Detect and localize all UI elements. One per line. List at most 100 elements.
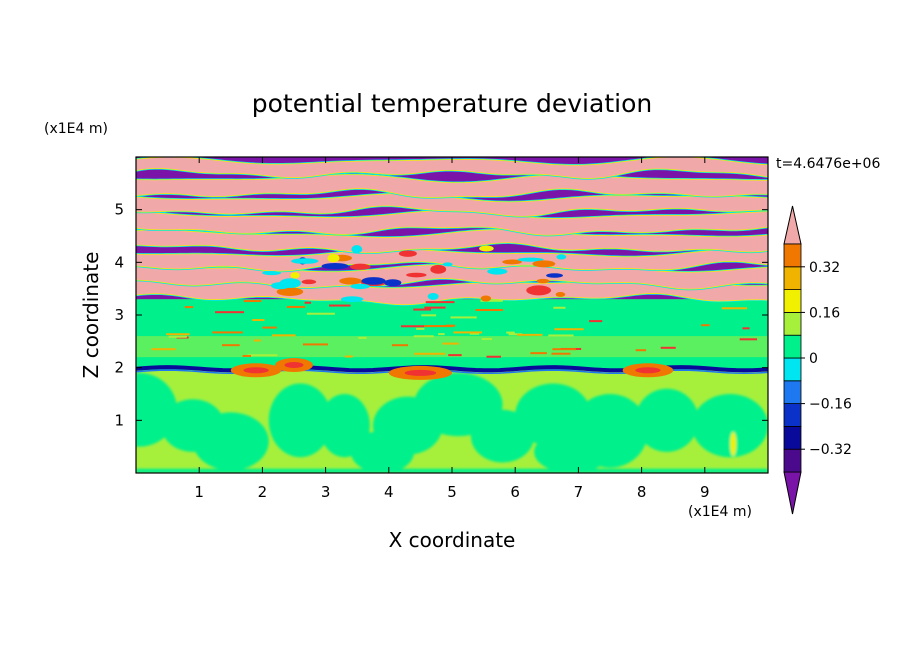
eddy <box>398 250 417 257</box>
streak <box>425 301 455 304</box>
mid-band <box>136 299 768 371</box>
streak <box>552 348 576 351</box>
eddy <box>361 277 386 285</box>
warm-band <box>136 230 768 253</box>
x-tick-label: 2 <box>258 483 268 501</box>
streak <box>166 333 190 336</box>
colorbar-label: −0.16 <box>809 397 852 413</box>
eddy <box>532 260 556 268</box>
streak <box>413 335 434 338</box>
streak <box>438 333 445 336</box>
colorbar-segment <box>783 380 802 404</box>
streak <box>530 352 547 355</box>
eddy <box>271 282 290 290</box>
streak <box>221 344 240 347</box>
streak <box>215 311 245 314</box>
streak <box>271 334 296 337</box>
eddy <box>384 279 402 287</box>
colorbar-label: 0.32 <box>809 260 840 276</box>
patch <box>730 432 737 457</box>
warm-patch <box>243 367 269 374</box>
eddy <box>442 262 453 267</box>
colorbar-label: −0.32 <box>809 442 852 458</box>
warm-band <box>136 249 768 271</box>
streak <box>448 354 462 357</box>
colorbar-label: 0 <box>809 351 818 367</box>
streak <box>506 331 515 334</box>
x-tick-label: 3 <box>321 483 331 501</box>
streak <box>329 304 351 307</box>
streak <box>302 343 328 346</box>
colorbar-segment <box>783 448 802 473</box>
x-tick-label: 6 <box>510 483 520 501</box>
x-tick-label: 1 <box>194 483 204 501</box>
eddy <box>321 262 349 270</box>
streak <box>304 301 312 304</box>
streak <box>450 316 477 319</box>
x-unit-label: (x1E4 m) <box>688 504 752 520</box>
streak <box>453 331 483 334</box>
eddy <box>427 292 439 300</box>
colorbar-over <box>783 205 802 245</box>
y-tick-label: 1 <box>114 411 124 429</box>
streak <box>306 312 335 315</box>
streak <box>475 309 504 312</box>
streak <box>486 355 501 358</box>
streak <box>660 346 676 349</box>
streak <box>358 336 367 339</box>
y-tick-label: 3 <box>114 306 124 324</box>
time-label: t=4.6476e+06 <box>776 156 880 172</box>
eddy <box>406 272 427 278</box>
x-tick-label: 7 <box>574 483 584 501</box>
streak <box>344 355 353 358</box>
streak <box>262 326 277 329</box>
streak <box>517 333 543 336</box>
eddy <box>350 283 370 290</box>
x-tick-label: 9 <box>700 483 710 501</box>
streak <box>424 306 446 309</box>
eddy <box>351 245 363 254</box>
colorbar-segment <box>783 357 802 382</box>
y-tick-label: 5 <box>114 201 124 219</box>
streak <box>742 327 750 330</box>
colorbar-segment <box>783 403 802 427</box>
x-tick-label: 8 <box>637 483 647 501</box>
streak <box>247 354 278 357</box>
streak <box>414 352 446 355</box>
eddy <box>276 287 304 297</box>
eddy <box>262 270 282 276</box>
eddy <box>349 263 371 270</box>
eddy <box>536 278 550 284</box>
streak <box>739 338 758 341</box>
patch <box>192 412 269 471</box>
eddy <box>546 273 563 278</box>
streak <box>253 339 261 342</box>
eddy <box>517 257 544 262</box>
chart-title: potential temperature deviation <box>252 89 652 118</box>
y-axis-label: Z coordinate <box>79 252 103 379</box>
plot-area <box>136 157 768 473</box>
eddy <box>290 272 300 279</box>
streak <box>212 331 243 334</box>
y-tick-label: 2 <box>114 359 124 377</box>
eddy <box>340 296 364 303</box>
streak <box>424 325 454 328</box>
patch <box>350 430 415 473</box>
streak <box>286 305 306 308</box>
warm-band <box>136 174 768 198</box>
colorbar: 0.32 0.16 0 −0.16 −0.32 <box>783 205 852 515</box>
eddy <box>487 268 508 275</box>
patch <box>534 430 610 473</box>
streak <box>701 324 710 327</box>
streak <box>721 307 747 310</box>
warm-patch <box>635 367 661 374</box>
colorbar-label: 0.16 <box>809 305 840 321</box>
streak <box>554 328 584 331</box>
streak <box>416 327 425 330</box>
eddy <box>339 277 362 285</box>
patch <box>268 383 332 458</box>
warm-band <box>136 194 768 217</box>
eddy <box>301 279 317 285</box>
y-tick-label: 4 <box>114 253 124 271</box>
